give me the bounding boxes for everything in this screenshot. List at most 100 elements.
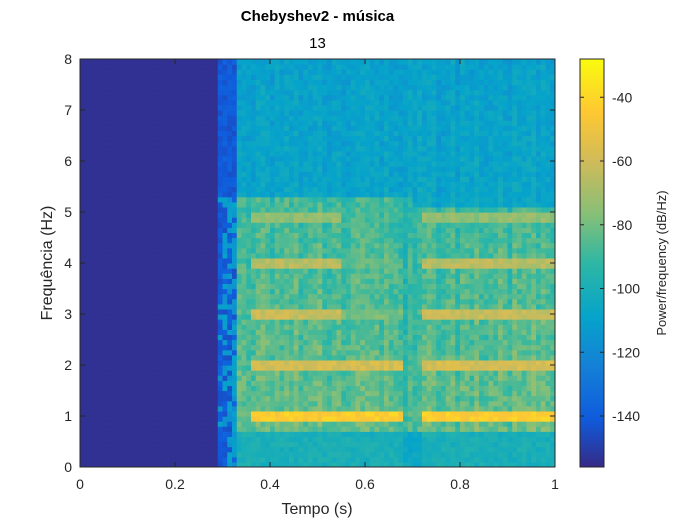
heatmap-cell: [336, 69, 342, 75]
heatmap-cell: [103, 273, 110, 279]
heatmap-cell: [265, 161, 271, 167]
heatmap-cell: [303, 334, 309, 341]
heatmap-cell: [132, 370, 138, 376]
heatmap-cell: [94, 359, 100, 366]
heatmap-cell: [265, 166, 271, 172]
heatmap-cell: [236, 217, 243, 223]
heatmap-cell: [165, 227, 171, 233]
heatmap-cell: [184, 135, 190, 142]
heatmap-cell: [122, 196, 129, 203]
heatmap-cell: [303, 436, 309, 443]
heatmap-cell: [94, 120, 100, 126]
heatmap-cell: [265, 298, 271, 305]
heatmap-cell: [198, 145, 205, 152]
heatmap-cell: [232, 410, 238, 417]
heatmap-cell: [203, 176, 209, 182]
heatmap-cell: [255, 365, 262, 371]
heatmap-cell: [284, 426, 290, 432]
heatmap-cell: [331, 395, 338, 402]
heatmap-cell: [360, 303, 366, 310]
heatmap-cell: [260, 308, 266, 315]
heatmap-cell: [151, 181, 157, 188]
heatmap-cell: [265, 171, 271, 177]
heatmap-cell: [84, 59, 91, 65]
heatmap-cell: [132, 135, 138, 142]
heatmap-cell: [274, 400, 281, 407]
heatmap-cell: [284, 89, 290, 96]
heatmap-cell: [327, 395, 333, 402]
heatmap-cell: [118, 329, 124, 335]
heatmap-cell: [260, 456, 266, 463]
heatmap-cell: [84, 115, 91, 121]
heatmap-cell: [298, 196, 304, 203]
heatmap-cell: [217, 125, 224, 131]
heatmap-cell: [308, 334, 314, 341]
heatmap-cell: [346, 431, 352, 437]
heatmap-cell: [232, 115, 238, 121]
heatmap-cell: [146, 380, 152, 386]
heatmap-cell: [127, 380, 133, 386]
heatmap-cell: [132, 436, 138, 443]
heatmap-cell: [170, 298, 176, 305]
heatmap-cell: [293, 319, 300, 325]
heatmap-cell: [336, 227, 342, 233]
heatmap-cell: [175, 237, 181, 244]
heatmap-cell: [165, 380, 171, 386]
heatmap-cell: [213, 59, 219, 65]
heatmap-cell: [99, 181, 105, 188]
heatmap-cell: [274, 431, 281, 437]
heatmap-cell: [137, 314, 143, 320]
heatmap-cell: [118, 451, 124, 458]
heatmap-cell: [251, 252, 257, 259]
heatmap-cell: [322, 222, 328, 228]
heatmap-cell: [103, 263, 110, 269]
heatmap-cell: [284, 416, 290, 422]
heatmap-cell: [165, 222, 171, 228]
heatmap-cell: [108, 395, 114, 402]
heatmap-cell: [113, 283, 119, 290]
heatmap-cell: [194, 79, 200, 86]
heatmap-cell: [274, 150, 281, 157]
heatmap-cell: [160, 278, 167, 284]
heatmap-cell: [122, 191, 129, 198]
heatmap-cell: [293, 370, 300, 376]
heatmap-cell: [151, 59, 157, 65]
heatmap-cell: [255, 166, 262, 172]
heatmap-cell: [208, 79, 214, 86]
heatmap-cell: [84, 405, 91, 412]
heatmap-cell: [284, 344, 290, 351]
heatmap-cell: [317, 150, 323, 157]
heatmap-cell: [341, 410, 347, 417]
heatmap-cell: [246, 217, 252, 223]
heatmap-cell: [298, 79, 304, 86]
heatmap-cell: [284, 252, 290, 259]
heatmap-cell: [270, 115, 276, 121]
heatmap-cell: [274, 206, 281, 213]
heatmap-cell: [198, 339, 205, 346]
heatmap-cell: [289, 273, 295, 279]
heatmap-cell: [293, 278, 300, 284]
heatmap-cell: [241, 339, 247, 346]
heatmap-cell: [227, 237, 233, 244]
heatmap-cell: [350, 308, 357, 315]
heatmap-cell: [303, 217, 309, 223]
heatmap-cell: [327, 314, 333, 320]
heatmap-cell: [331, 319, 338, 325]
heatmap-cell: [118, 59, 124, 65]
heatmap-cell: [213, 283, 219, 290]
heatmap-cell: [179, 370, 186, 376]
heatmap-cell: [303, 324, 309, 330]
heatmap-cell: [236, 181, 243, 188]
heatmap-cell: [293, 390, 300, 397]
heatmap-cell: [251, 446, 257, 453]
heatmap-cell: [122, 339, 129, 346]
heatmap-cell: [369, 308, 376, 315]
heatmap-cell: [322, 150, 328, 157]
heatmap-cell: [270, 64, 276, 70]
heatmap-cell: [274, 334, 281, 341]
heatmap-cell: [327, 385, 333, 392]
heatmap-cell: [317, 421, 323, 427]
heatmap-cell: [350, 115, 357, 121]
heatmap-cell: [350, 263, 357, 269]
heatmap-cell: [312, 385, 319, 392]
